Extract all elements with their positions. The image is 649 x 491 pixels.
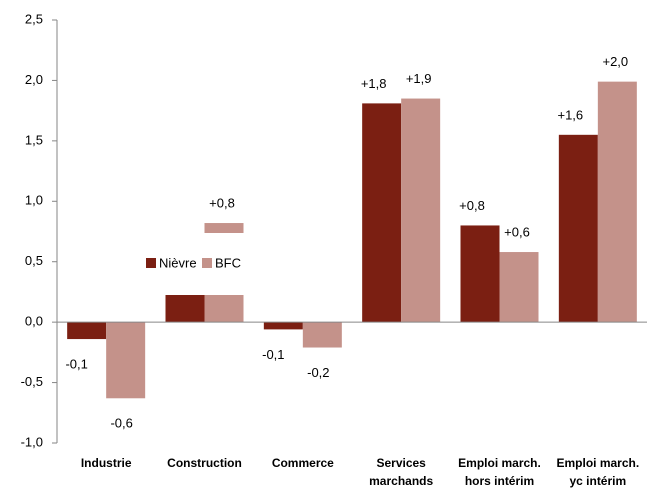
data-label: -0,1: [65, 357, 87, 372]
bar: [499, 252, 539, 323]
legend-label: Nièvre: [159, 255, 197, 270]
data-label: +0,8: [209, 195, 235, 210]
bar: [597, 81, 637, 323]
bar: [302, 322, 342, 348]
data-label: +2,0: [602, 54, 628, 69]
bar: [558, 134, 598, 323]
x-tick-label: Emploi march.: [556, 456, 639, 470]
data-label: +0,6: [504, 224, 530, 239]
x-tick-label: yc intérim: [569, 474, 626, 488]
y-tick-label: 1,0: [25, 193, 43, 208]
y-tick-label: -0,5: [21, 374, 43, 389]
data-label: +0,8: [459, 198, 485, 213]
x-tick-label: Emploi march.: [458, 456, 541, 470]
legend-box: [140, 233, 248, 295]
y-tick-label: -1,0: [21, 434, 43, 449]
bar: [165, 294, 205, 323]
data-label: -0,1: [262, 347, 284, 362]
bar: [401, 98, 441, 323]
x-tick-label: Services: [376, 456, 426, 470]
x-tick-label: marchands: [369, 474, 433, 488]
x-tick-label: Industrie: [81, 456, 132, 470]
bar: [460, 225, 500, 323]
x-tick-label: Construction: [167, 456, 242, 470]
legend-swatch: [202, 258, 212, 268]
data-label: +1,8: [361, 76, 387, 91]
data-label: -0,6: [110, 416, 132, 431]
y-tick-label: 2,0: [25, 72, 43, 87]
y-tick-label: 0,5: [25, 253, 43, 268]
legend-label: BFC: [215, 255, 241, 270]
bar: [362, 103, 402, 323]
x-tick-label: hors intérim: [465, 474, 534, 488]
data-label: +1,6: [557, 107, 583, 122]
data-label: +1,9: [406, 71, 432, 86]
bar: [263, 322, 303, 330]
bar: [67, 322, 107, 340]
y-tick-label: 0,0: [25, 314, 43, 329]
y-tick-label: 1,5: [25, 132, 43, 147]
data-label: -0,2: [307, 365, 329, 380]
bar: [106, 322, 146, 399]
x-tick-label: Commerce: [272, 456, 334, 470]
legend-swatch: [146, 258, 156, 268]
y-tick-label: 2,5: [25, 11, 43, 26]
